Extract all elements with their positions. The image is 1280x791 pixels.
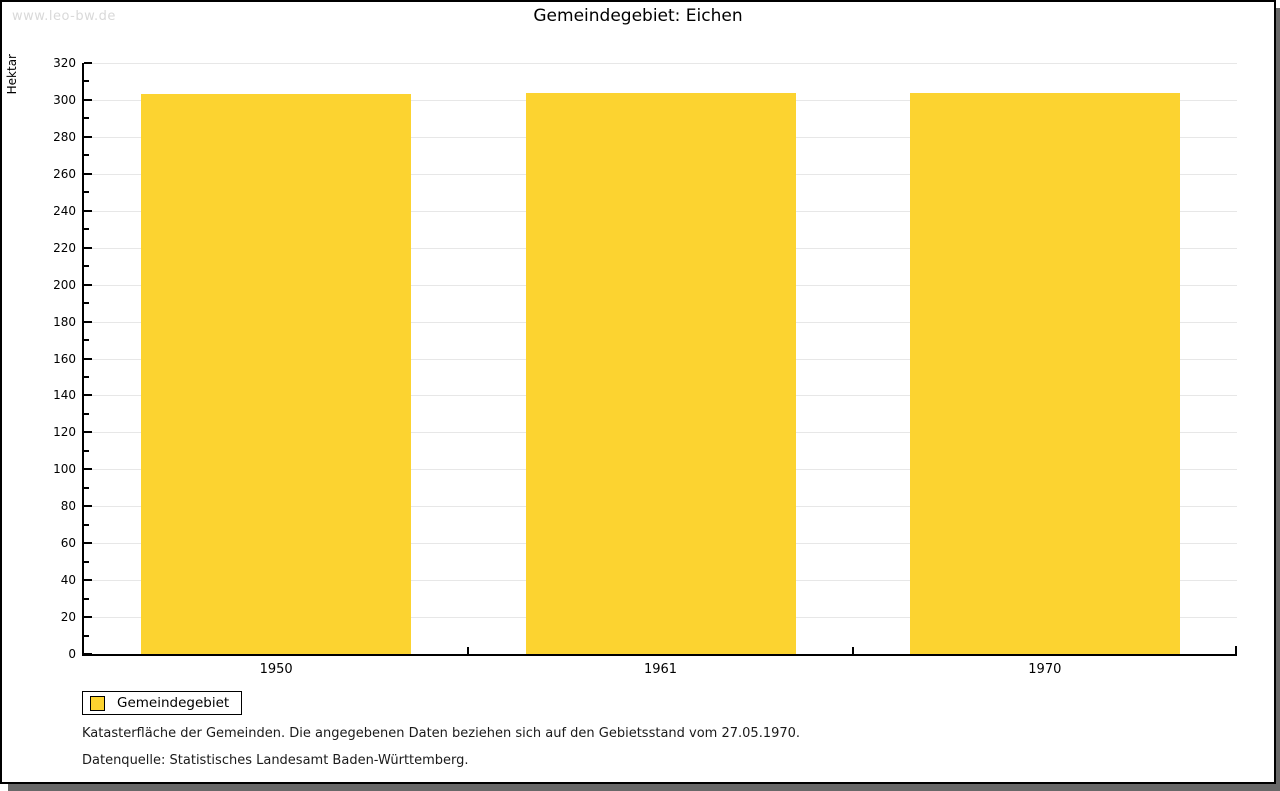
legend-swatch-icon <box>90 695 105 711</box>
y-tick-label: 60 <box>60 536 76 551</box>
watermark: www.leo-bw.de <box>12 9 116 24</box>
y-tick-label: 260 <box>53 166 76 181</box>
y-axis-tick <box>84 431 92 434</box>
y-axis-minor-tick <box>84 523 89 526</box>
y-tick-label: 0 <box>68 647 76 661</box>
y-tick-label: 80 <box>60 499 76 514</box>
y-axis-tick <box>84 579 92 582</box>
bar-1970 <box>909 92 1180 654</box>
y-axis-tick <box>84 246 92 249</box>
y-axis-tick <box>84 542 92 545</box>
legend-label: Gemeindegebiet <box>117 695 230 711</box>
plot-area: 1950 1961 1970 0 20 40 60 80 100 120 140 160 180 200 2… <box>53 56 1237 677</box>
y-tick-label: 240 <box>53 203 76 218</box>
y-axis-tick <box>84 283 92 286</box>
y-axis-label: Hektar <box>5 54 19 95</box>
y-axis-tick <box>84 135 92 138</box>
bar-1950 <box>141 94 412 654</box>
gridline <box>84 63 1237 64</box>
page-shadow-right <box>1276 8 1280 791</box>
x-tick-label: 1950 <box>259 662 293 677</box>
y-axis-tick <box>84 62 92 64</box>
y-axis-minor-tick <box>84 412 89 415</box>
y-tick-label: 300 <box>53 92 76 107</box>
y-axis-minor-tick <box>84 228 89 231</box>
y-axis-tick <box>84 505 92 508</box>
x-axis-end-tick <box>1235 646 1237 654</box>
footnote-description: Katasterfläche der Gemeinden. Die angege… <box>82 726 801 741</box>
y-axis-minor-tick <box>84 302 89 305</box>
y-axis-tick <box>84 357 92 360</box>
page-shadow-bottom <box>8 784 1280 791</box>
y-axis-tick <box>84 209 92 212</box>
x-axis-tick <box>851 647 854 654</box>
y-tick-label: 180 <box>53 314 76 329</box>
y-tick-label: 320 <box>53 56 76 70</box>
y-axis-minor-tick <box>84 597 89 600</box>
y-axis-minor-tick <box>84 117 89 120</box>
y-axis-minor-tick <box>84 560 89 563</box>
y-axis-tick <box>84 394 92 397</box>
y-tick-label: 200 <box>53 277 76 292</box>
y-axis-minor-tick <box>84 375 89 378</box>
y-axis-minor-tick <box>84 449 89 452</box>
y-tick-label: 100 <box>53 462 76 477</box>
y-tick-label: 40 <box>60 573 76 588</box>
x-tick-label: 1961 <box>643 662 678 677</box>
y-axis-minor-tick <box>84 634 89 637</box>
legend: Gemeindegebiet <box>82 691 243 715</box>
y-axis-tick <box>84 616 92 619</box>
y-axis-tick <box>84 98 92 101</box>
footnote-source: Datenquelle: Statistisches Landesamt Bad… <box>82 753 469 768</box>
y-axis-minor-tick <box>84 154 89 157</box>
y-axis-minor-tick <box>84 486 89 489</box>
y-axis-tick <box>84 172 92 175</box>
y-axis-tick <box>84 468 92 471</box>
y-tick-label: 120 <box>53 425 76 440</box>
y-axis-minor-tick <box>84 80 89 83</box>
x-axis-tick <box>467 647 470 654</box>
y-axis-tick <box>84 320 92 323</box>
y-tick-label: 140 <box>53 388 76 403</box>
page-title: Gemeindegebiet: Eichen <box>533 6 743 26</box>
y-tick-label: 280 <box>53 129 76 144</box>
y-axis-minor-tick <box>84 265 89 268</box>
y-axis-tick <box>84 653 92 655</box>
y-axis-minor-tick <box>84 191 89 194</box>
y-tick-label: 160 <box>53 351 76 366</box>
y-tick-label: 20 <box>60 610 76 625</box>
x-tick-label: 1970 <box>1028 662 1062 677</box>
y-tick-label: 220 <box>53 240 76 255</box>
bar-1961 <box>525 92 796 654</box>
y-axis-minor-tick <box>84 339 89 342</box>
